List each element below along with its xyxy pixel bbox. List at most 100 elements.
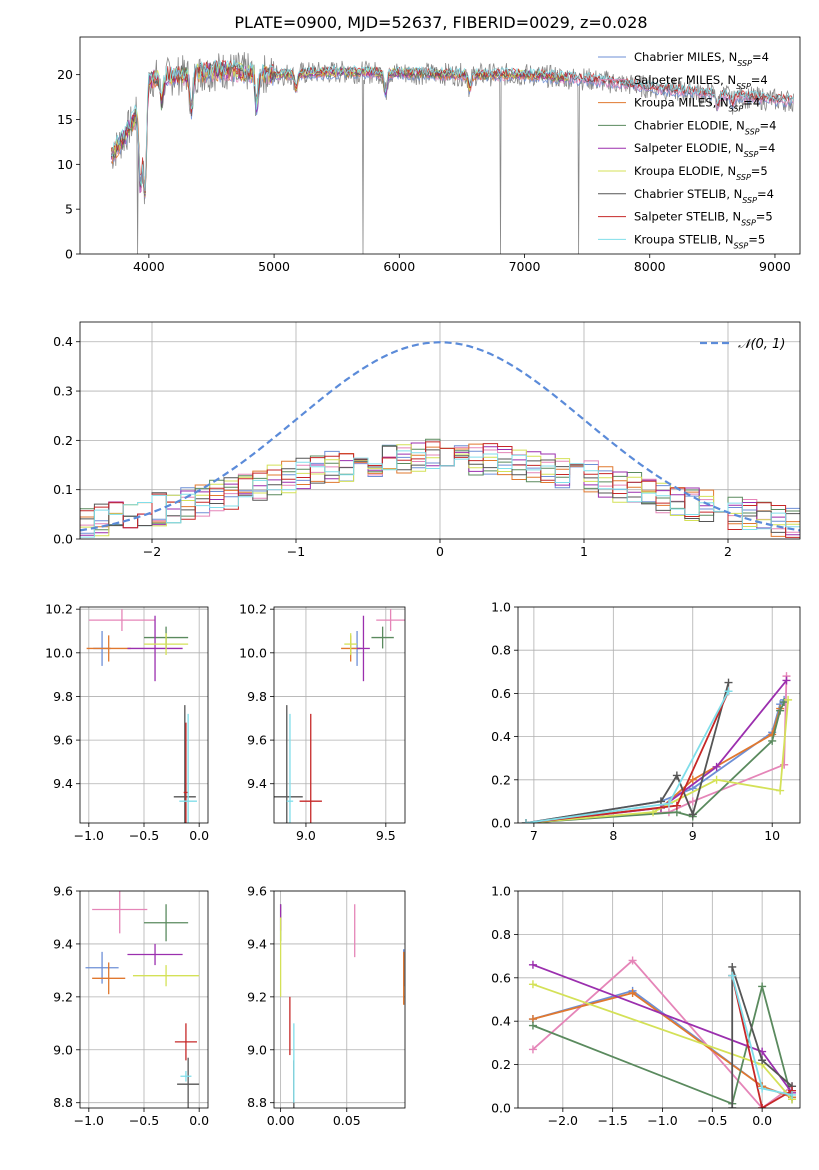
x-tick-label: 6000 [383, 259, 415, 274]
weight-point-kroupa-miles [628, 988, 637, 997]
y-tick-label: 9.0 [53, 1042, 73, 1057]
legend-label-subscript: SSP [742, 195, 757, 204]
weight-point-kroupa-stelib [521, 819, 530, 823]
error-point-salpeter-stelib [299, 713, 322, 823]
mass-vs-extinction-panel: 0.00 0.05 8.8 9.0 9.2 9.4 9.6 [247, 884, 406, 1128]
x-tick-label: 8 [609, 828, 617, 843]
weight-point-kroupa-elodie [649, 808, 658, 817]
weight-point-salpeter-stelib [758, 1104, 767, 1108]
error-point-chabrier-stelib [173, 705, 196, 823]
legend-label-text: Kroupa STELIB, N [634, 232, 734, 246]
x-tick-label: −1.5 [597, 1113, 627, 1128]
x-tick-label: −1.0 [647, 1113, 677, 1128]
axes-frame [79, 36, 801, 255]
y-tick-label: 10.0 [45, 645, 73, 660]
y-tick-label: 1.0 [491, 884, 511, 899]
legend-label-subscript: SSP [734, 241, 749, 250]
mass-vs-metallicity-panel: −1.0 −0.5 0.0 8.8 9.0 9.2 9.4 9.6 [53, 884, 209, 1129]
y-tick-label: 10 [57, 157, 73, 172]
legend-label-value: =5 [748, 232, 765, 246]
plot-area [279, 904, 405, 1108]
weight-point-salpeter-elodie [528, 960, 537, 969]
weight-point-chabrier-stelib [688, 810, 697, 819]
error-point-salpeter-stelib [183, 722, 189, 823]
weight-point-kroupa-stelib [724, 687, 733, 696]
legend-label-subscript: SSP [737, 59, 752, 68]
legend-label-salpeter-miles: Salpeter MILES, NSSP=4 [634, 73, 768, 91]
weight-point-chabrier-stelib [672, 771, 681, 780]
y-tick-label: 0.6 [491, 686, 511, 701]
legend-label-subscript: SSP [729, 104, 744, 113]
error-point-kroupa-stelib [180, 1070, 192, 1082]
legend-label-kroupa-elodie: Kroupa ELODIE, NSSP=5 [634, 164, 768, 182]
y-tick-label: 8.8 [53, 1095, 73, 1110]
weight-line-salpeter-stelib [525, 690, 730, 823]
y-tick-label: 9.0 [247, 1042, 267, 1057]
x-tick-label: −0.5 [129, 1113, 159, 1128]
y-tick-label: 9.6 [247, 733, 267, 748]
legend-label-subscript: SSP [736, 173, 751, 182]
x-tick-label: −1.0 [74, 828, 104, 843]
x-tick-label: 9.5 [376, 828, 396, 843]
legend-label-subscript: SSP [736, 81, 751, 90]
legend-label-value: =4 [758, 141, 775, 155]
mass-weight-vs-metallicity-panel: −2.0 −1.5 −1.0 −0.5 0.0 0.0 0.2 0.4 0.6 0.8 1.0 [491, 884, 801, 1128]
legend-label-kroupa-stelib: Kroupa STELIB, NSSP=5 [634, 232, 765, 250]
legend-label-text: Salpeter MILES, N [634, 73, 736, 87]
histogram-step-kroupa-stelib [80, 450, 800, 539]
y-tick-label: 15 [57, 112, 73, 127]
y-tick-label: 0.4 [53, 334, 73, 349]
age-vs-metallicity-panel: −1.0 −0.5 0.0 9.4 9.6 9.8 10.0 10.2 [45, 602, 209, 843]
spectrum-panel: 4000 5000 6000 7000 8000 9000 0 5 10 15 20 Chabrier… [57, 36, 801, 274]
weight-point-chabrier-elodie [758, 982, 767, 991]
x-tick-label: 0.0 [189, 1113, 209, 1128]
plot-area [85, 891, 200, 1108]
weight-point-salpeter-miles [628, 956, 637, 965]
error-point-chabrier-stelib [177, 1057, 200, 1108]
plot-area [528, 956, 797, 1108]
error-point-chabrier-stelib [274, 705, 303, 823]
error-point-salpeter-elodie [127, 943, 183, 966]
y-tick-label: 10.2 [239, 602, 267, 617]
weight-point-salpeter-stelib [672, 801, 681, 810]
y-tick-label: 9.4 [53, 936, 73, 951]
legend-label-chabrier-elodie: Chabrier ELODIE, NSSP=4 [634, 118, 776, 136]
weight-point-salpeter-miles [528, 1045, 537, 1054]
y-tick-label: 20 [57, 67, 73, 82]
plot-area [110, 52, 795, 254]
weight-point-kroupa-elodie [776, 786, 785, 795]
weight-point-kroupa-miles [688, 775, 697, 784]
y-tick-label: 0.1 [53, 482, 73, 497]
weight-point-salpeter-elodie [712, 762, 721, 771]
legend-label-subscript: SSP [744, 150, 759, 159]
y-tick-label: 8.8 [247, 1095, 267, 1110]
y-tick-label: 0.2 [491, 1057, 511, 1072]
legend-label-text: Kroupa MILES, N [634, 96, 729, 110]
weight-point-kroupa-elodie [712, 775, 721, 784]
legend-label-chabrier-stelib: Chabrier STELIB, NSSP=4 [634, 187, 774, 205]
legend-label-value: =4 [751, 73, 768, 87]
x-tick-label: 10 [764, 828, 780, 843]
error-point-kroupa-elodie [344, 633, 358, 655]
error-point-salpeter-miles [92, 891, 148, 934]
gaussian-reference-curve [80, 341, 800, 532]
x-tick-label: 7 [530, 828, 538, 843]
x-tick-label: 0 [436, 544, 444, 559]
legend-label-text: Salpeter ELODIE, N [634, 141, 744, 155]
error-point-chabrier-elodie [371, 626, 394, 649]
gaussian-legend-label: 𝒩(0, 1) [738, 337, 785, 352]
axes-layer: −2.0 −1.5 −1.0 −0.5 0.0 0.0 0.2 0.4 0.6 0.8 1.0 [491, 884, 801, 1128]
y-tick-label: 0.0 [491, 1101, 511, 1116]
x-tick-label: 5000 [258, 259, 290, 274]
model-spectrum-salpeter-stelib [110, 59, 794, 193]
error-point-kroupa-stelib [286, 713, 294, 823]
legend-label-salpeter-elodie: Salpeter ELODIE, NSSP=4 [634, 141, 775, 159]
y-tick-label: 9.4 [247, 776, 267, 791]
error-point-kroupa-miles [86, 635, 131, 662]
mass-weight-vs-age-panel: 7 8 9 10 0.0 0.2 0.4 0.6 0.8 1.0 [491, 600, 801, 843]
y-tick-label: 0.4 [491, 1014, 511, 1029]
error-point-salpeter-stelib [174, 1023, 197, 1061]
x-tick-label: −0.5 [697, 1113, 727, 1128]
weight-point-chabrier-elodie [776, 706, 785, 715]
weight-point-kroupa-elodie [784, 695, 793, 704]
